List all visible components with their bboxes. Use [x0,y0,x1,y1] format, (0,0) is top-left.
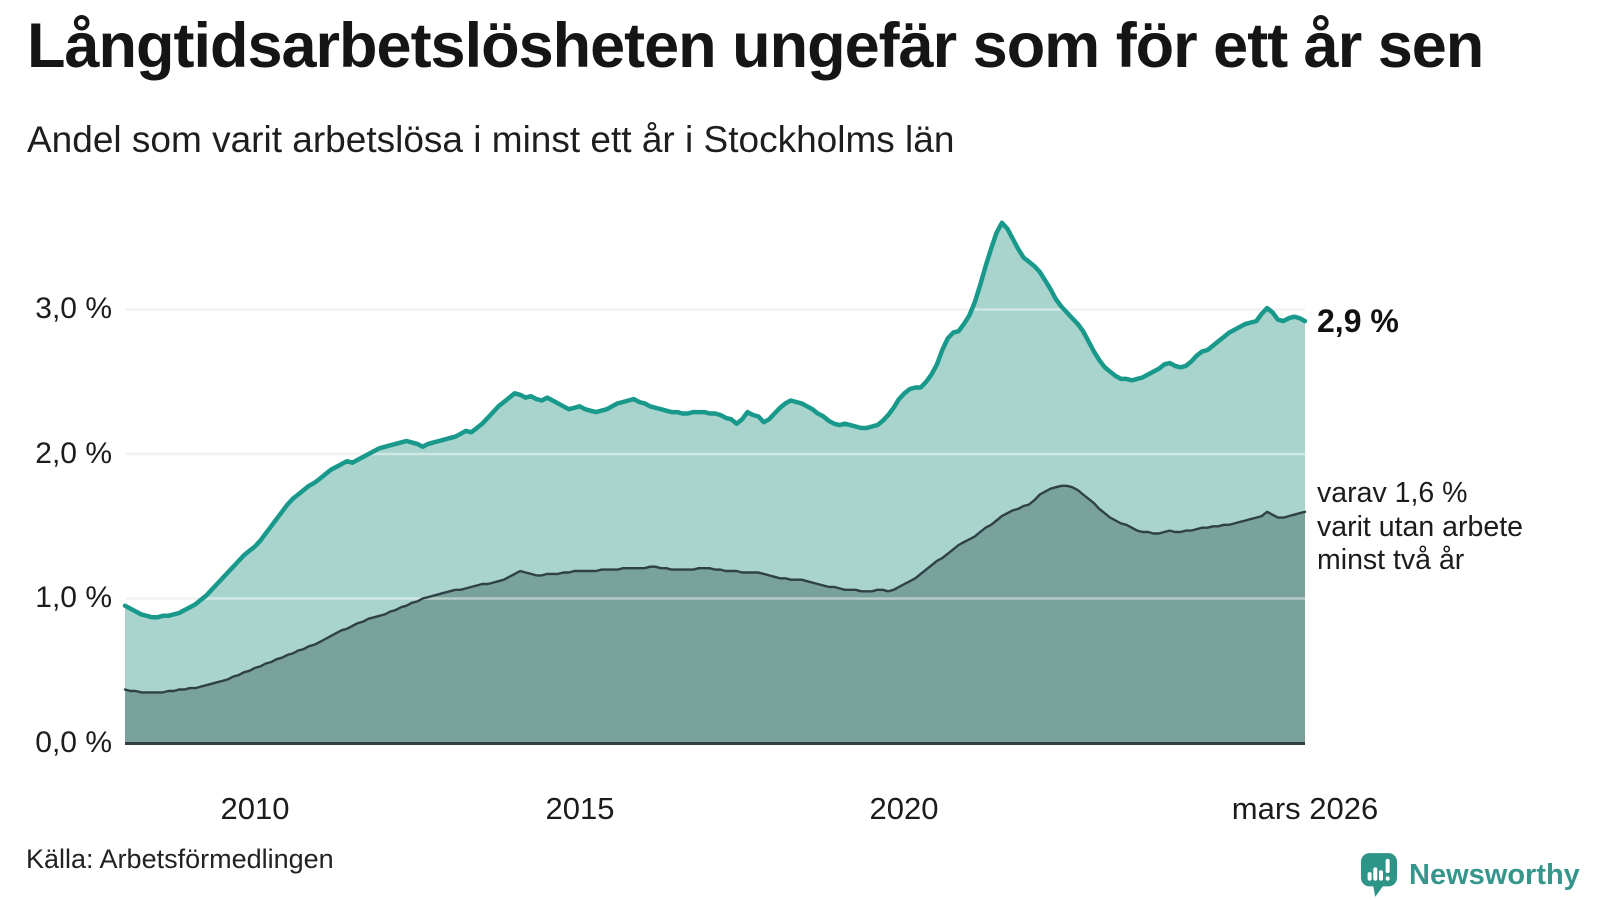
annotation-line-3: minst två år [1317,544,1465,576]
series-line-min-one-year [122,220,1308,620]
gridlines-over [125,308,1305,600]
y-axis-tick-0pct: 0,0 % [35,726,112,759]
logo-bar-3 [1379,870,1383,881]
annotation-line-2: varit utan arbete [1317,510,1523,543]
y-axis-tick-3pct: 3,0 % [35,292,112,325]
series-line-min-two-years [123,484,1307,694]
latest-value-label: 2,9 % [1317,303,1399,339]
x-axis-tick-mars-2026: mars 2026 [1231,791,1379,826]
y-axis-tick-2pct: 2,0 % [35,437,112,470]
x-axis-tick-2010: 2010 [220,791,290,826]
annotation-line-1: varav 1,6 % [1317,477,1468,509]
source-note: Källa: Arbetsförmedlingen [26,844,334,874]
page-subtitle: Andel som varit arbetslösa i minst ett å… [27,119,955,160]
x-axis-tick-2020: 2020 [869,791,939,826]
newsworthy-wordmark: Newsworthy [1409,858,1580,891]
logo-exclamation-dot [1385,876,1390,881]
x-axis-tick-2015: 2015 [545,791,615,826]
page-title: Långtidsarbetslösheten ungefär som för e… [27,11,1484,81]
logo-exclamation-bar [1385,858,1390,874]
y-axis-tick-1pct: 1,0 % [35,581,112,614]
newsworthy-brand: Newsworthy [1360,852,1580,898]
logo-bar-2 [1373,867,1378,881]
area-fill-min-two-years [125,485,1305,743]
logo-bar-1 [1367,872,1372,881]
two-year-series-annotation: varav 1,6 % varit utan arbete minst två … [1317,477,1523,578]
newsworthy-logo-icon [1360,853,1398,897]
